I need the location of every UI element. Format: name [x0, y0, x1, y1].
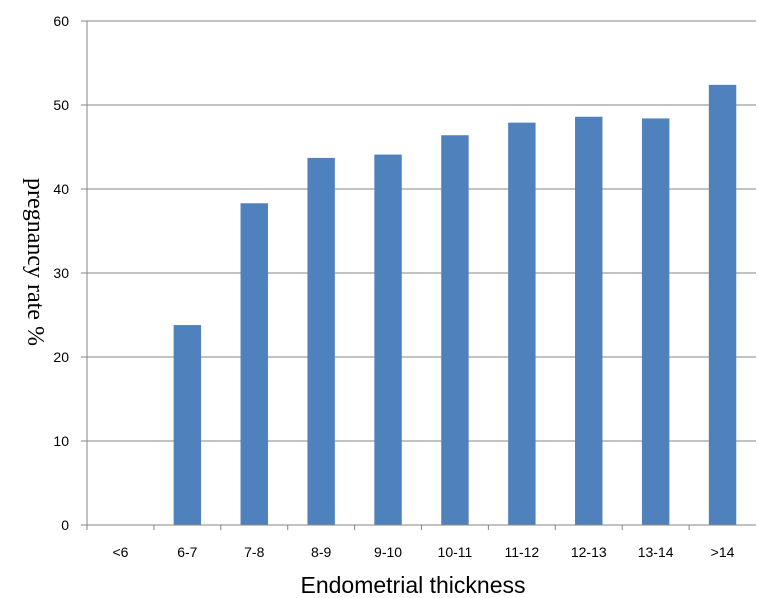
x-tick-label: 9-10 [374, 544, 402, 560]
bar [240, 203, 268, 525]
y-tick-label: 20 [53, 349, 69, 365]
x-axis-label: Endometrial thickness [301, 572, 526, 598]
bar [307, 157, 335, 526]
bar [374, 154, 402, 525]
y-tick-label: 50 [53, 97, 69, 113]
y-tick-label: 10 [53, 433, 69, 449]
x-tick-label: <6 [112, 544, 128, 560]
bars [173, 84, 737, 526]
axes [81, 20, 756, 530]
x-tick-label: 12-13 [571, 544, 607, 560]
y-tick-label: 40 [53, 181, 69, 197]
x-tick-label: >14 [711, 544, 735, 560]
x-tick-label: 8-9 [311, 544, 331, 560]
bar [575, 116, 603, 525]
y-tick-label: 0 [61, 517, 69, 533]
bar [641, 118, 670, 525]
x-tick-label: 10-11 [438, 544, 473, 560]
x-tick-labels: <6 6-7 7-8 8-9 9-10 10-11 11-12 12-13 13-14 >14 [112, 544, 734, 560]
y-tick-label: 60 [53, 13, 69, 29]
x-tick-label: 7-8 [244, 544, 264, 560]
bar [508, 122, 536, 525]
bar [708, 84, 737, 525]
x-tick-label: 13-14 [638, 544, 674, 560]
bar [441, 135, 469, 526]
y-axis-label: pregnancy rate % [22, 178, 48, 346]
x-tick-label: 11-12 [504, 544, 539, 560]
x-tick-label: 6-7 [177, 544, 197, 560]
y-tick-label: 30 [53, 265, 69, 281]
y-tick-labels: 0 10 20 30 40 50 60 [53, 13, 69, 533]
bar [173, 325, 202, 525]
